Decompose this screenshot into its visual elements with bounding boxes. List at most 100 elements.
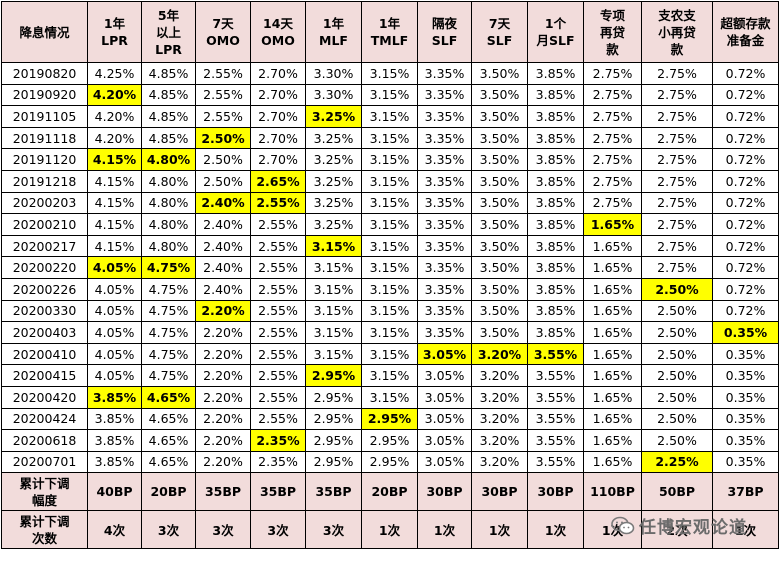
rate-cell: 3.55% [527,429,584,452]
column-header-line: SLF [431,33,458,48]
rate-cell: 3.85% [527,62,584,85]
rate-cell: 3.05% [417,407,472,431]
rate-cell: 2.50% [641,321,713,344]
column-header-line: 隔夜 [431,16,457,31]
rate-cell: 3.50% [471,321,528,344]
rate-cell: 4.05% [87,299,142,323]
table-row: 20200415 4.05% 4.75% 2.20% 2.55% 2.95% 3.15% 3.… [1,364,779,387]
date-cell: 20191218 [1,169,88,193]
date-cell: 20200220 [1,256,88,279]
date-cell: 20200618 [1,429,88,452]
rate-cell: 0.35% [712,364,779,387]
column-header-line: 以上 [155,24,181,40]
rate-cell: 3.50% [471,126,528,150]
column-header-line: 款 [606,41,619,57]
rate-cell: 1.65% [583,256,642,279]
rate-cell: 0.72% [712,191,779,215]
rate-cell: 4.75% [141,364,196,387]
rate-cell: 2.70% [250,126,306,150]
column-header: 1年 LPR [87,1,142,63]
column-header: 支农支 小再贷款 [641,1,713,63]
rate-cell: 4.15% [87,169,142,193]
column-header-line: 专项 [599,7,625,23]
rate-cell: 2.40% [195,277,251,301]
rate-cell: 2.50% [641,299,713,323]
rate-cell: 2.50% [641,429,713,452]
rate-cell: 4.85% [141,126,196,150]
rate-cell: 3.50% [471,169,528,193]
rate-cell: 3.25% [305,191,362,215]
rate-cell: 2.95% [305,429,362,452]
rate-cell-highlighted: 3.15% [305,234,362,258]
rate-cell: 3.35% [417,126,472,150]
date-cell: 20200415 [1,364,88,387]
column-header-line: LPR [101,33,128,48]
rate-cell: 3.15% [305,256,362,279]
summary-value: 35BP [305,472,362,512]
rate-cell: 3.15% [361,342,418,366]
column-header: 隔夜 SLF [417,1,472,63]
table-row: 20200701 3.85% 4.65% 2.20% 2.35% 2.95% 2.95% 3.… [1,450,779,474]
rate-cell: 3.35% [417,299,472,323]
column-header: 1年 MLF [305,1,362,63]
rate-cell: 3.25% [305,213,362,236]
rate-cell-highlighted: 2.95% [305,364,362,387]
header-row: 降息情况 1年 LPR 5年 以上 LPR 7天 OMO 14天 OMO 1年 MLF 1年 TMLF 隔夜… [1,1,779,63]
rate-cell: 3.85% [527,83,584,107]
column-header-line: 款 [670,41,684,57]
rate-cell: 2.50% [641,385,713,409]
rate-cell: 2.95% [305,385,362,409]
rate-cell: 3.50% [471,299,528,323]
rate-cell-highlighted: 1.65% [583,213,642,236]
rate-cell: 3.85% [87,407,142,431]
summary-value: 3次 [250,510,306,550]
rate-cell: 4.65% [141,407,196,431]
rate-cell: 3.30% [305,62,362,85]
summary-value: 1次 [583,510,642,550]
rate-cell: 3.15% [361,126,418,150]
rate-cell-highlighted: 2.50% [641,277,713,301]
rate-cell: 4.80% [141,169,196,193]
rate-cell: 0.72% [712,277,779,301]
rate-cell: 0.72% [712,256,779,279]
rate-cell: 2.75% [583,148,642,171]
rate-cell: 2.20% [195,321,251,344]
rate-cell: 3.25% [305,126,362,150]
summary-value: 30BP [417,472,472,512]
date-cell: 20190820 [1,62,88,85]
column-header-line: 1年 [103,16,126,31]
date-cell: 20191105 [1,105,88,128]
rate-cell: 4.65% [141,450,196,474]
rate-cell: 4.80% [141,234,196,258]
table-row: 20190820 4.25% 4.85% 2.55% 2.70% 3.30% 3.15% 3.… [1,62,779,85]
rate-cell-highlighted: 3.85% [87,385,142,409]
rate-cell: 3.15% [361,321,418,344]
column-header-line: SLF [486,33,513,48]
rate-cell: 2.55% [250,385,306,409]
rate-cell: 2.20% [195,450,251,474]
rate-cell: 2.20% [195,407,251,431]
rate-cell: 1.65% [583,407,642,431]
column-header: 1个 月SLF [527,1,584,63]
rate-cell: 3.50% [471,213,528,236]
rate-cell: 3.15% [305,277,362,301]
rate-cell: 1.65% [583,321,642,344]
rate-cell: 1.65% [583,342,642,366]
column-header: 5年 以上 LPR [141,1,196,63]
rate-cell: 3.35% [417,256,472,279]
date-cell: 20200226 [1,277,88,301]
summary-row: 累计下调 次数 4次 3次 3次 3次 3次 1次 1次 1次 1次 1次 2次 1次 [1,510,779,550]
rate-cell: 4.65% [141,429,196,452]
column-header-line: 5年 [157,7,180,23]
rate-cell: 4.75% [141,321,196,344]
rate-cell: 2.20% [195,342,251,366]
rate-cell: 3.15% [361,148,418,171]
rate-cell: 2.55% [195,83,251,107]
rate-cell: 3.30% [305,83,362,107]
summary-value: 3次 [141,510,196,550]
rate-cell: 2.50% [195,148,251,171]
column-header-line: 准备金 [726,33,765,48]
rate-cell: 3.15% [361,191,418,215]
rate-cell-highlighted: 4.80% [141,148,196,171]
summary-value: 2次 [641,510,713,550]
